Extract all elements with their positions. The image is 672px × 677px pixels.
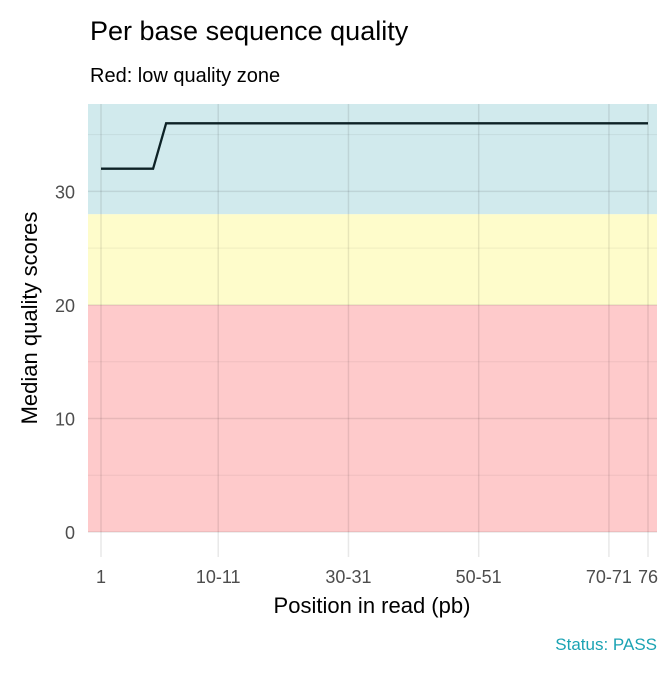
zone-low bbox=[88, 304, 657, 532]
x-tick-label: 10-11 bbox=[196, 567, 241, 587]
y-tick-label: 0 bbox=[65, 523, 75, 543]
y-tick-label: 30 bbox=[55, 182, 75, 202]
y-axis-label: Median quality scores bbox=[17, 212, 42, 425]
x-tick-label: 76 bbox=[638, 567, 658, 587]
zone-high bbox=[88, 104, 657, 215]
x-tick-label: 1 bbox=[96, 567, 106, 587]
x-tick-label: 70-71 bbox=[586, 567, 632, 587]
median-quality-line bbox=[101, 122, 648, 170]
chart-title: Per base sequence quality bbox=[90, 16, 409, 46]
x-tick-label: 50-51 bbox=[456, 567, 502, 587]
x-tick-label: 30-31 bbox=[325, 567, 371, 587]
zone-medium bbox=[88, 214, 657, 305]
y-tick-label: 20 bbox=[55, 296, 75, 316]
x-axis-label: Position in read (pb) bbox=[274, 593, 471, 618]
y-tick-label: 10 bbox=[55, 409, 75, 429]
chart-subtitle: Red: low quality zone bbox=[90, 65, 280, 87]
status-label: Status: PASS bbox=[555, 635, 657, 654]
